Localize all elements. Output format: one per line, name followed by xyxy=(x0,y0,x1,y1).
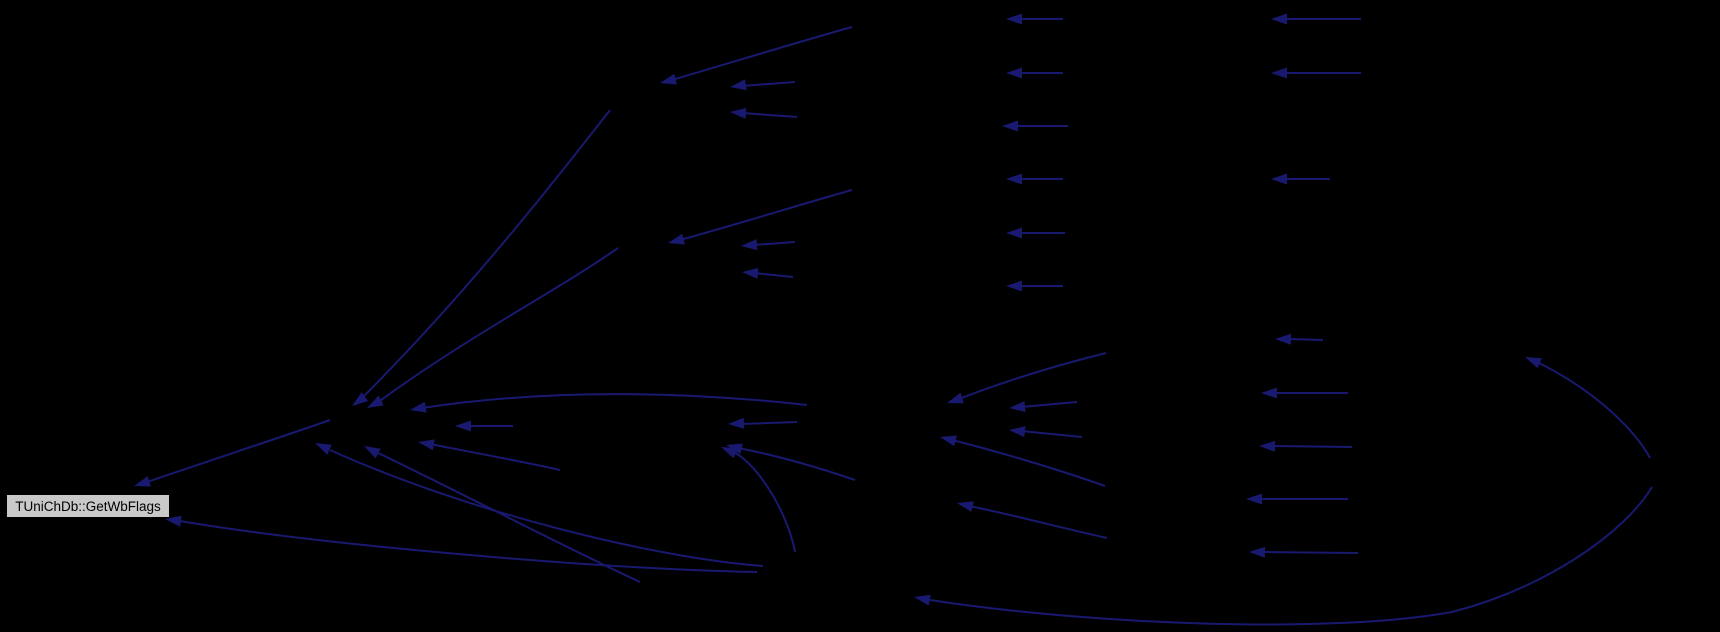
edge-arrow xyxy=(352,109,611,406)
edge-arrow xyxy=(367,247,619,408)
edge-arrow xyxy=(1006,280,1063,292)
arrowhead-icon xyxy=(367,395,384,408)
arrowhead-icon xyxy=(730,79,747,91)
arrowhead-icon xyxy=(742,267,759,279)
arrowhead-icon xyxy=(1006,13,1022,25)
arrowhead-icon xyxy=(352,392,369,406)
edge-arrow xyxy=(1009,426,1083,438)
arrowhead-icon xyxy=(660,73,677,85)
arrowhead-icon xyxy=(1275,333,1292,345)
edge-arrow xyxy=(410,393,808,413)
edge-arrow xyxy=(1271,13,1361,25)
edge-arrow xyxy=(1006,67,1063,79)
arrowhead-icon xyxy=(1006,67,1022,79)
edge-arrow xyxy=(1525,357,1651,459)
arrowhead-icon xyxy=(1261,387,1277,399)
arrowhead-icon xyxy=(940,435,957,447)
arrowhead-icon xyxy=(914,594,931,606)
edge-arrow xyxy=(940,435,1106,487)
edge-arrow xyxy=(742,267,794,279)
arrowhead-icon xyxy=(1006,280,1022,292)
node-TUniChDb-GetWbFlags[interactable]: TUniChDb::GetWbFlags xyxy=(6,494,170,518)
edge-arrow xyxy=(1249,546,1359,558)
arrowhead-icon xyxy=(1271,67,1287,79)
edge-arrow xyxy=(1246,493,1348,505)
arrowhead-icon xyxy=(1006,227,1022,239)
arrowhead-icon xyxy=(957,501,974,512)
edge-arrow xyxy=(455,420,513,432)
arrowhead-icon xyxy=(455,420,471,432)
arrowhead-icon xyxy=(364,446,381,459)
edge-arrow xyxy=(728,417,798,429)
arrowhead-icon xyxy=(1259,440,1276,452)
edge-arrow xyxy=(730,107,798,119)
edge-arrow xyxy=(1261,387,1348,399)
arrowhead-icon xyxy=(1249,546,1266,558)
edge-arrow xyxy=(1259,440,1353,452)
arrowhead-icon xyxy=(947,392,964,404)
arrowhead-icon xyxy=(1009,426,1026,438)
edge-arrow xyxy=(1006,173,1063,185)
edge-arrow xyxy=(721,447,796,553)
edge-arrow xyxy=(957,501,1108,539)
edge-arrow xyxy=(730,79,796,91)
arrowhead-icon xyxy=(741,239,758,251)
arrowhead-icon xyxy=(315,443,332,455)
arrowhead-icon xyxy=(1009,401,1026,413)
arrowhead-icon xyxy=(418,439,435,451)
arrowhead-icon xyxy=(1006,173,1022,185)
edge-arrow xyxy=(1006,227,1065,239)
arrowhead-icon xyxy=(410,401,427,413)
edge-arrow xyxy=(741,239,796,251)
edge-arrow xyxy=(1009,401,1078,413)
arrowhead-icon xyxy=(1271,173,1287,185)
edge-arrow xyxy=(1271,67,1361,79)
edge-arrow xyxy=(1271,173,1330,185)
arrowhead-icon xyxy=(1246,493,1262,505)
edge-arrow xyxy=(660,26,853,85)
arrowhead-icon xyxy=(1271,13,1287,25)
edge-arrow xyxy=(668,189,853,245)
arrowhead-icon xyxy=(668,233,685,245)
edge-arrow xyxy=(1275,333,1324,345)
arrowhead-icon xyxy=(730,107,747,119)
edge-arrow xyxy=(418,439,561,471)
arrowhead-icon xyxy=(721,447,738,459)
edge-arrow xyxy=(134,419,331,487)
arrowhead-icon xyxy=(728,417,745,429)
edge-arrow xyxy=(947,352,1107,404)
arrowhead-icon xyxy=(1002,120,1018,132)
edge-arrow xyxy=(364,446,641,583)
arrowhead-icon xyxy=(1525,357,1542,369)
edge-arrow xyxy=(1006,13,1063,25)
edge-arrow xyxy=(914,486,1653,626)
edge-arrow xyxy=(165,515,758,573)
edge-arrow xyxy=(1002,120,1068,132)
edge-arrow xyxy=(726,443,856,481)
arrowhead-icon xyxy=(134,476,151,487)
arrowhead-icon xyxy=(165,515,182,527)
edge-arrow xyxy=(315,443,764,567)
